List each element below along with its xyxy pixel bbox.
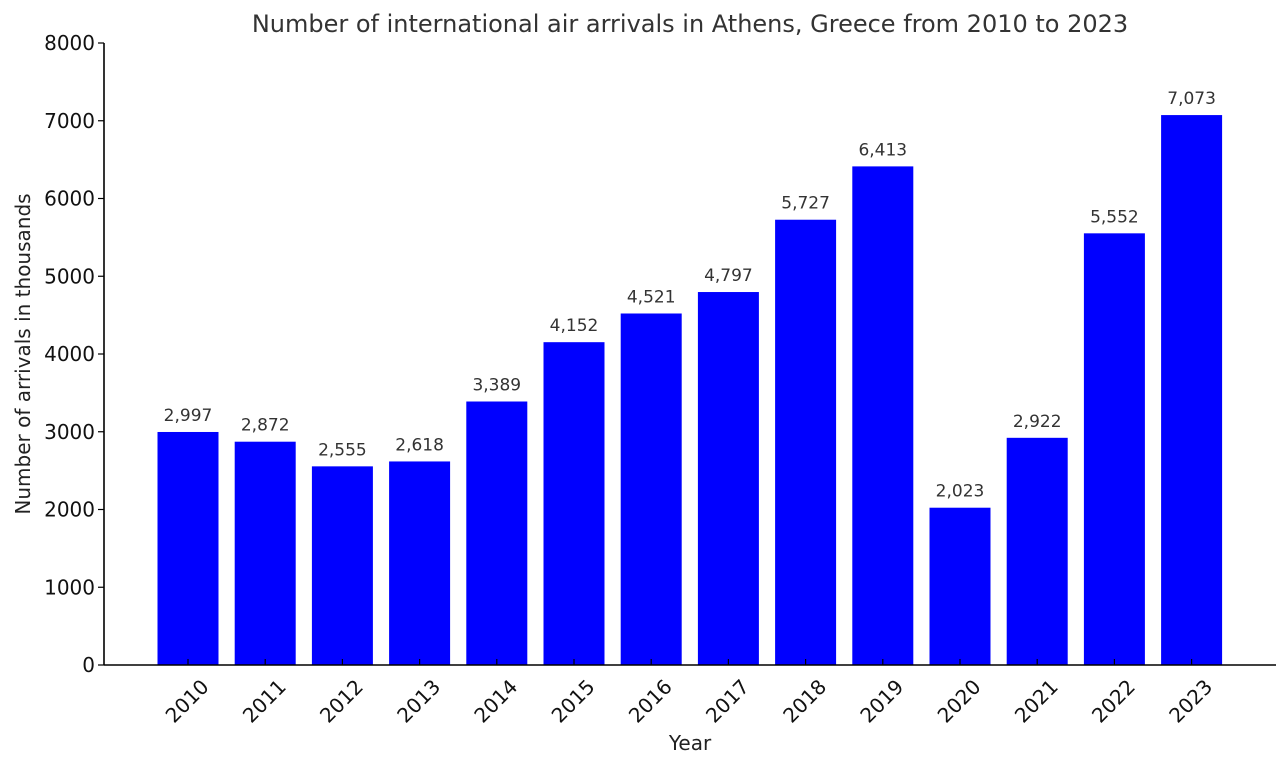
y-axis: 0 1000 2000 3000 4000 5000 6000 7000 8000 xyxy=(44,31,105,677)
bar-2021 xyxy=(1006,437,1068,665)
bar-2015 xyxy=(543,342,605,665)
bar-2023 xyxy=(1161,115,1223,666)
y-axis-label: Number of arrivals in thousands xyxy=(11,193,35,514)
bar-2010 xyxy=(157,431,219,665)
bar-2018 xyxy=(775,219,837,665)
bar-value-label-2010: 2,997 xyxy=(164,406,213,426)
x-tick-label-2023: 2023 xyxy=(1164,675,1217,728)
bar-value-label-2017: 4,797 xyxy=(704,266,753,286)
y-tick-label: 8000 xyxy=(44,31,95,55)
x-tick-label-2020: 2020 xyxy=(933,675,986,728)
bar-value-label-2012: 2,555 xyxy=(318,440,367,460)
bar-value-label-2011: 2,872 xyxy=(241,416,290,436)
x-tick-label-2022: 2022 xyxy=(1087,675,1140,728)
bar-2019 xyxy=(852,166,914,665)
x-tick-label-2019: 2019 xyxy=(855,675,908,728)
y-tick-label: 2000 xyxy=(44,498,95,522)
x-tick-label-2011: 2011 xyxy=(238,675,291,728)
x-tick-label-2021: 2021 xyxy=(1010,675,1063,728)
bar-value-label-2015: 4,152 xyxy=(550,316,599,336)
bar-value-label-2018: 5,727 xyxy=(781,194,830,214)
y-tick-label: 1000 xyxy=(44,575,95,599)
bar-2017 xyxy=(697,292,759,665)
x-tick-label-2015: 2015 xyxy=(547,675,600,728)
bar-value-label-2013: 2,618 xyxy=(395,435,444,455)
bar-value-label-2019: 6,413 xyxy=(858,140,907,160)
x-tick-label-2013: 2013 xyxy=(392,675,445,728)
x-axis: 2010 2011 2012 2013 2014 2015 2016 2017 2018 2019… xyxy=(104,659,1276,728)
y-tick-label: 7000 xyxy=(44,109,95,133)
bar-value-label-2020: 2,023 xyxy=(936,482,985,502)
x-axis-label: Year xyxy=(668,731,712,755)
x-tick-label-2010: 2010 xyxy=(161,675,214,728)
bar-2016 xyxy=(620,313,682,665)
bar-2012 xyxy=(311,466,373,665)
bar-value-label-2021: 2,922 xyxy=(1013,412,1062,432)
bar-value-label-2023: 7,073 xyxy=(1167,89,1216,109)
x-tick-label-2016: 2016 xyxy=(624,675,677,728)
chart-title: Number of international air arrivals in … xyxy=(252,10,1128,38)
bar-value-label-2014: 3,389 xyxy=(472,376,521,396)
bar-2022 xyxy=(1083,233,1145,665)
bar-2020 xyxy=(929,507,991,665)
x-tick-label-2017: 2017 xyxy=(701,675,754,728)
y-tick-label: 3000 xyxy=(44,420,95,444)
bar-value-label-2016: 4,521 xyxy=(627,287,676,307)
y-tick-label: 5000 xyxy=(44,264,95,288)
x-tick-label-2018: 2018 xyxy=(778,675,831,728)
bar-2014 xyxy=(466,401,528,665)
x-tick-label-2014: 2014 xyxy=(469,675,522,728)
y-tick-label: 4000 xyxy=(44,342,95,366)
x-tick-label-2012: 2012 xyxy=(315,675,368,728)
bar-2013 xyxy=(389,461,451,665)
bar-2011 xyxy=(234,441,296,665)
y-tick-label: 0 xyxy=(82,653,95,677)
bar-value-labels: 2,997 2,872 2,555 2,618 3,389 4,152 4,521 4,797… xyxy=(164,89,1216,502)
bar-value-label-2022: 5,552 xyxy=(1090,207,1139,227)
y-tick-label: 6000 xyxy=(44,187,95,211)
bars-group xyxy=(157,115,1223,666)
